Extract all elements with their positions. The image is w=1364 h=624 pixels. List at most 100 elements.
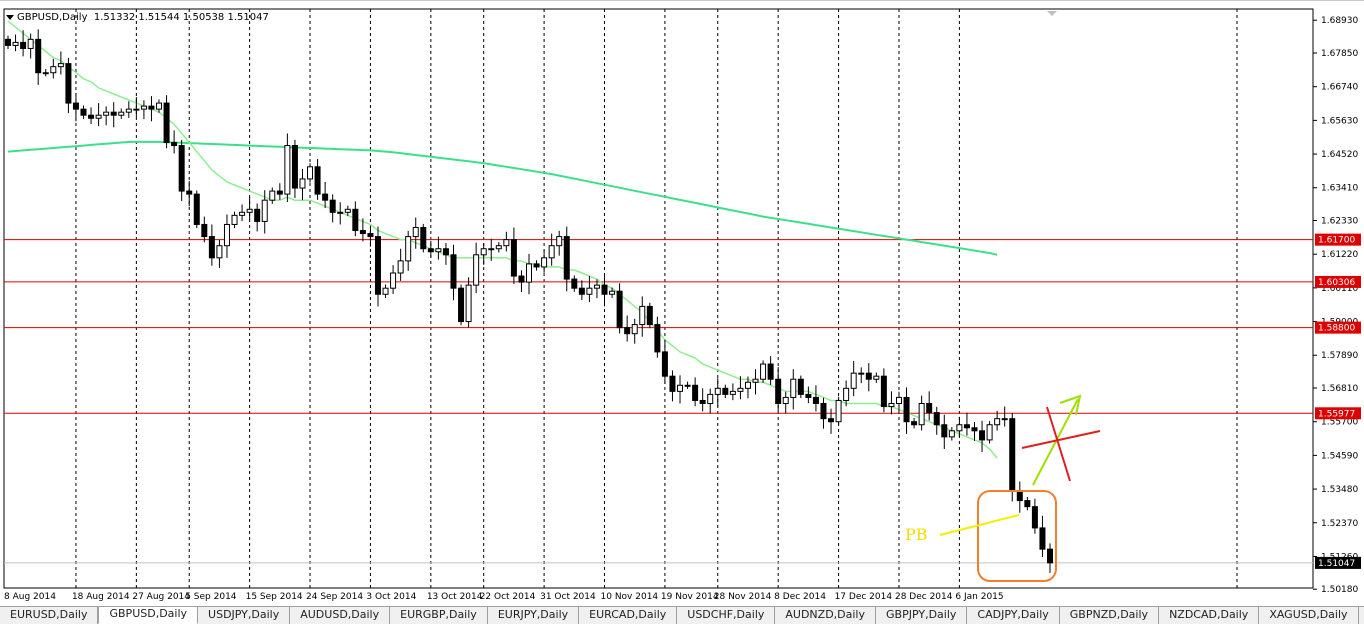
candle-body [140, 105, 147, 110]
symbol-label: GBPUSD,Daily [17, 12, 88, 23]
cross-mark-icon [1021, 430, 1101, 449]
price-chart[interactable]: 1.68930 1.67850 1.66740 1.65630 1.64520 1.634… [0, 1, 1364, 607]
y-tick-label: 1.68930 [1321, 16, 1358, 26]
x-tick-label: 5 Sep 2014 [185, 592, 237, 602]
x-tick-label: 27 Aug 2014 [132, 592, 190, 602]
candle-body [465, 284, 472, 323]
candle-body [110, 111, 117, 116]
y-tick-label: 1.62330 [1321, 217, 1358, 227]
tab-xauusd[interactable]: XAUUSD,Daily [1359, 607, 1364, 624]
sma-slow-line [7, 140, 998, 256]
candle-body [767, 363, 774, 380]
candle-body [427, 248, 434, 253]
candle-body [420, 226, 427, 250]
candle-body [616, 290, 623, 329]
candle-body [737, 387, 744, 392]
candle-body [397, 260, 404, 274]
candle-body [65, 63, 72, 104]
tab-eurjpy[interactable]: EURJPY,Daily [488, 607, 580, 624]
candle-body [231, 214, 238, 225]
candle-body [359, 230, 366, 235]
x-tick-label: 13 Oct 2014 [427, 592, 483, 602]
candle-body [5, 38, 11, 46]
candle-body [223, 223, 230, 247]
up-arrow-head-icon [1059, 394, 1082, 416]
x-tick-label: 22 Oct 2014 [480, 592, 536, 602]
candle-body [1024, 500, 1031, 508]
candle-body [677, 384, 684, 392]
candle-body [722, 387, 729, 395]
candle-body [495, 245, 502, 250]
y-tick-label: 1.63410 [1321, 184, 1358, 194]
shift-marker-icon [1047, 11, 1057, 16]
y-tick-label: 1.66740 [1321, 83, 1358, 93]
tab-gbpnzd[interactable]: GBPNZD,Daily [1060, 607, 1160, 624]
candle-body [488, 248, 495, 251]
tab-audusd[interactable]: AUDUSD,Daily [290, 607, 391, 624]
tab-eurgbp[interactable]: EURGBP,Daily [390, 607, 488, 624]
candle-body [314, 166, 321, 195]
candle-body [873, 375, 880, 380]
candle-body [812, 396, 819, 404]
candle-body [118, 111, 125, 116]
candle-body [473, 254, 480, 286]
y-tick-label: 1.65630 [1321, 116, 1358, 126]
tab-gbpjpy[interactable]: GBPJPY,Daily [876, 607, 968, 624]
candle-body [707, 393, 714, 404]
y-tick-label: 1.53480 [1321, 485, 1358, 495]
candle-body [956, 424, 963, 432]
candle-body [442, 248, 449, 256]
candle-body [948, 430, 955, 438]
x-tick-label: 15 Sep 2014 [246, 592, 303, 602]
tab-usdchf[interactable]: USDCHF,Daily [677, 607, 776, 624]
candle-body [367, 233, 374, 238]
y-tick-label: 1.64520 [1321, 150, 1358, 160]
candle-body [601, 284, 608, 295]
chart-window[interactable]: 1.68930 1.67850 1.66740 1.65630 1.64520 1.634… [0, 0, 1364, 606]
candle-body [692, 384, 699, 401]
candle-body [744, 381, 751, 389]
sma-fast-line [7, 20, 998, 459]
candle-body [88, 114, 95, 119]
tab-audnzd[interactable]: AUDNZD,Daily [775, 607, 877, 624]
candle-body [654, 324, 661, 353]
plot-frame [3, 8, 1314, 589]
candle-body [533, 263, 540, 268]
candle-body [556, 236, 563, 247]
tab-eurusd[interactable]: EURUSD,Daily [0, 607, 99, 624]
up-arrow-shaft [1032, 398, 1079, 486]
candle-body [586, 287, 593, 295]
tab-cadjpy[interactable]: CADJPY,Daily [967, 607, 1060, 624]
candle-body [201, 223, 208, 238]
candle-body [880, 375, 887, 408]
candle-body [178, 145, 185, 192]
tab-usdjpy[interactable]: USDJPY,Daily [198, 607, 291, 624]
x-tick-label: 28 Nov 2014 [714, 592, 772, 602]
tab-nzdcad[interactable]: NZDCAD,Daily [1159, 607, 1260, 624]
x-tick-label: 17 Dec 2014 [835, 592, 893, 602]
tab-gbpusd[interactable]: GBPUSD,Daily [98, 607, 199, 624]
ohlc-values: 1.51332 1.51544 1.50538 1.51047 [93, 12, 269, 23]
candle-body [276, 190, 283, 195]
candle-body [518, 275, 525, 283]
candle-body [790, 378, 797, 398]
level-price-tag [1315, 321, 1361, 334]
tab-eurcad[interactable]: EURCAD,Daily [579, 607, 678, 624]
candle-body [903, 396, 910, 423]
candle-body [156, 102, 163, 110]
x-tick-label: 19 Nov 2014 [661, 592, 719, 602]
candle-body [57, 63, 64, 68]
tab-xagusd[interactable]: XAGUSD,Daily [1259, 607, 1359, 624]
x-tick-label: 10 Nov 2014 [601, 592, 659, 602]
candle-body [963, 424, 970, 429]
candle-body [1001, 418, 1008, 421]
candle-body [858, 372, 865, 375]
candle-body [307, 166, 314, 180]
candle-body [239, 211, 246, 216]
candle-body [269, 190, 276, 201]
candle-body [208, 236, 215, 259]
dropdown-arrow-icon[interactable] [6, 14, 14, 20]
candle-body [412, 226, 419, 238]
x-tick-label: 31 Oct 2014 [540, 592, 596, 602]
candle-body [480, 248, 487, 256]
